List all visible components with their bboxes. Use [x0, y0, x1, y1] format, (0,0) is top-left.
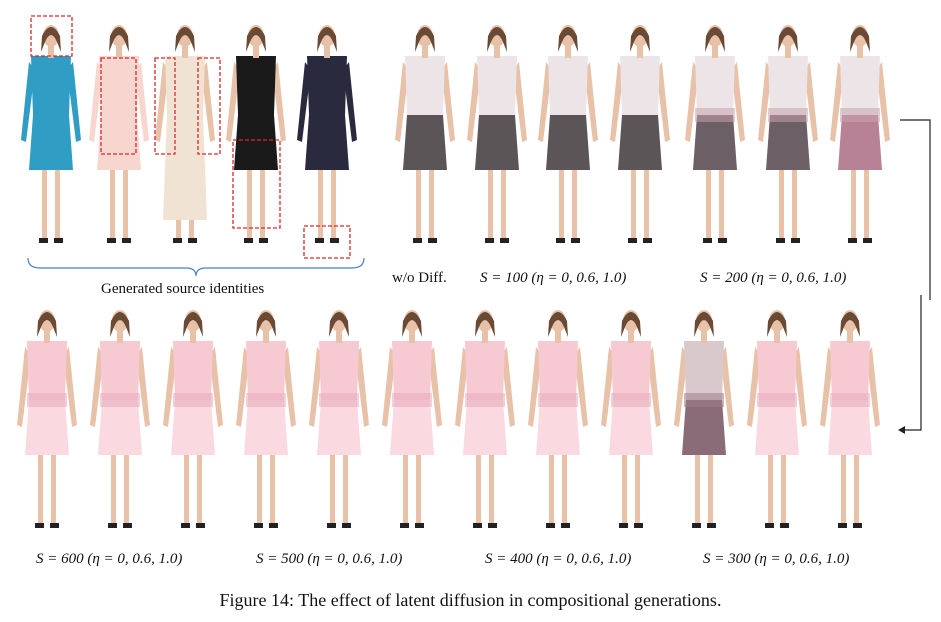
top-results-figure — [395, 25, 931, 300]
result-model-top-5 — [758, 25, 818, 243]
result-model-top-6 — [830, 25, 890, 243]
result-model-bottom-7 — [528, 310, 588, 528]
label-s400: S = 400 (η = 0, 0.6, 1.0) — [485, 551, 632, 567]
result-model-bottom-0 — [17, 310, 77, 528]
upper-region-box — [100, 57, 137, 155]
result-model-bottom-11 — [820, 310, 880, 528]
left-side-region-box — [154, 57, 176, 155]
label-s500: S = 500 (η = 0, 0.6, 1.0) — [256, 551, 403, 567]
result-model-top-0 — [395, 25, 455, 243]
right-side-region-box — [197, 57, 221, 155]
result-model-bottom-4 — [309, 310, 369, 528]
label-s600: S = 600 (η = 0, 0.6, 1.0) — [36, 551, 183, 567]
result-model-bottom-8 — [601, 310, 661, 528]
figure-caption: Figure 14: The effect of latent diffusio… — [219, 590, 722, 610]
result-model-bottom-9 — [674, 310, 734, 528]
label-s100: S = 100 (η = 0, 0.6, 1.0) — [480, 270, 627, 286]
source-identities-label: Generated source identities — [101, 281, 265, 297]
result-model-bottom-1 — [90, 310, 150, 528]
source-model-blue — [21, 25, 81, 243]
result-model-top-3 — [610, 25, 670, 243]
result-model-bottom-5 — [382, 310, 442, 528]
shoe-region-box — [303, 225, 351, 259]
source-model-navy — [297, 25, 357, 243]
label-s300: S = 300 (η = 0, 0.6, 1.0) — [703, 551, 850, 567]
result-model-bottom-6 — [455, 310, 515, 528]
result-model-bottom-3 — [236, 310, 296, 528]
source-model-black — [226, 25, 286, 243]
label-s200: S = 200 (η = 0, 0.6, 1.0) — [700, 270, 847, 286]
face-region-box — [30, 15, 73, 57]
bottom-results-figure — [17, 295, 922, 528]
result-model-top-4 — [685, 25, 745, 243]
source-model-blush — [89, 25, 149, 243]
result-model-top-1 — [467, 25, 527, 243]
source-model-cream — [155, 25, 215, 243]
lower-region-box — [232, 139, 281, 229]
source-identities-figure — [21, 15, 365, 277]
flow-arrow-return — [905, 295, 922, 431]
flow-arrow-line — [900, 119, 931, 300]
result-model-bottom-2 — [163, 310, 223, 528]
result-model-top-2 — [538, 25, 598, 243]
result-model-bottom-10 — [747, 310, 807, 528]
arrow-head — [898, 426, 905, 434]
label-wo-diff: w/o Diff. — [392, 270, 447, 286]
source-brace — [27, 257, 365, 277]
